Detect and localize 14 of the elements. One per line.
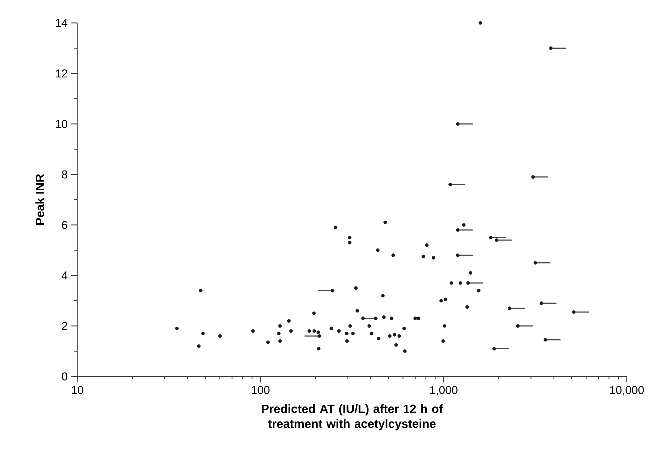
- x-tick-label: 100: [252, 386, 270, 394]
- y-axis-title: Peak INR: [36, 174, 44, 226]
- y-tick-label: 4: [62, 272, 68, 280]
- y-tick-label: 2: [62, 322, 68, 330]
- y-tick-label: 14: [56, 19, 68, 28]
- x-tick-label: 10: [72, 386, 84, 394]
- x-axis-title: Predicted AT (IU/L) after 12 h of treatment with acetylcysteine: [262, 404, 444, 431]
- y-tick-label: 10: [56, 120, 68, 128]
- y-tick-label: 12: [56, 70, 68, 78]
- y-tick-label: 6: [62, 221, 68, 230]
- y-tick-label: 8: [62, 170, 68, 179]
- x-tick-label: 1,000: [430, 386, 458, 396]
- y-tick-label: 0: [62, 372, 68, 381]
- x-tick-label: 10,000: [610, 386, 644, 396]
